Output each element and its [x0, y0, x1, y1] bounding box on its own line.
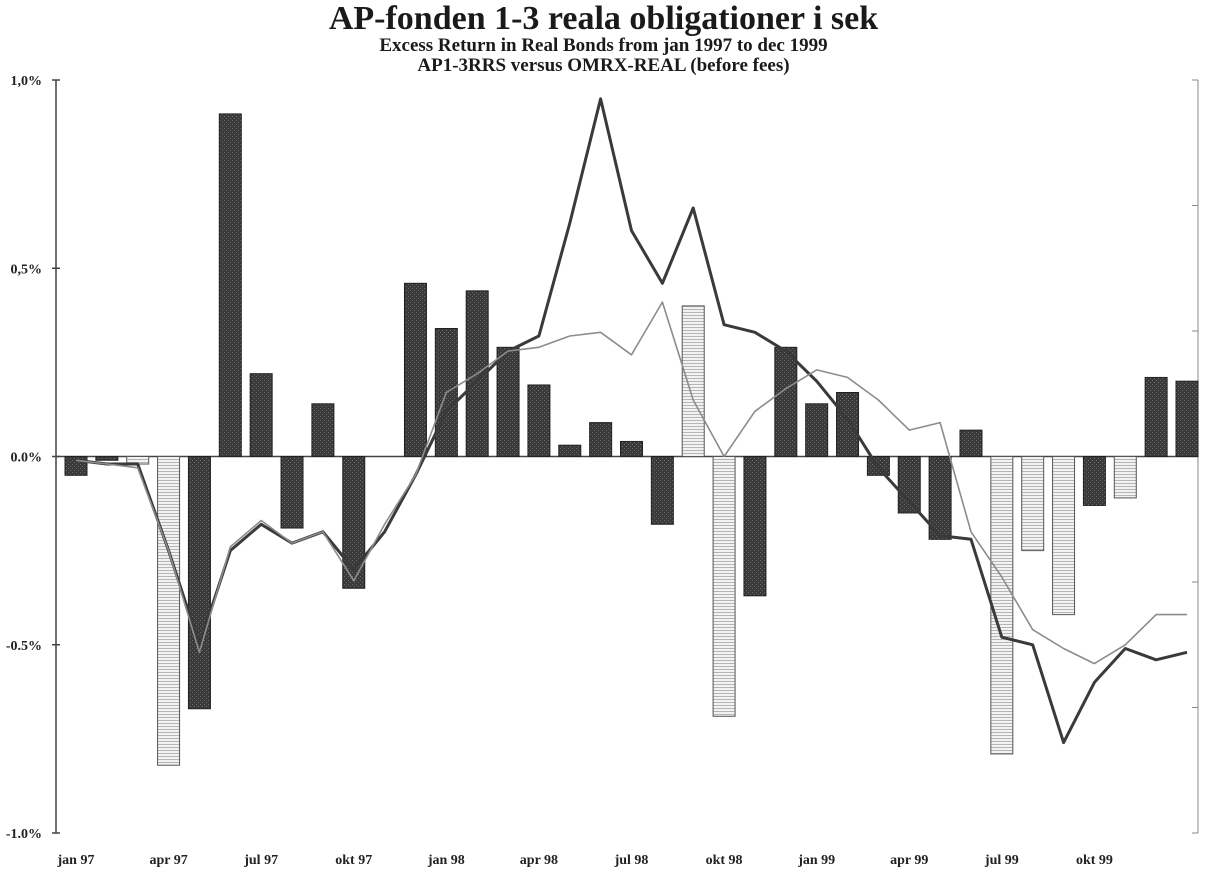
x-tick-label: jul 98 — [614, 853, 649, 868]
x-tick-label: jan 98 — [427, 853, 465, 868]
y-tick-label: 0.0% — [11, 451, 43, 466]
bar — [620, 440, 643, 458]
x-tick-label: okt 98 — [706, 853, 743, 868]
bar — [1144, 376, 1168, 457]
bar — [95, 456, 119, 461]
bar — [249, 373, 273, 458]
series-line-light — [75, 301, 1187, 665]
bar — [1082, 456, 1106, 506]
bar — [589, 422, 613, 457]
x-tick-label: apr 98 — [520, 853, 558, 868]
bar — [496, 346, 520, 457]
bar — [928, 456, 952, 540]
x-tick-label: jul 99 — [984, 853, 1019, 868]
bar — [959, 429, 983, 457]
bars — [64, 113, 1199, 766]
bar — [187, 456, 211, 710]
y-tick-label: 0,5% — [11, 262, 43, 277]
x-tick-label: jan 97 — [57, 853, 95, 868]
x-tick-label: jan 99 — [797, 853, 835, 868]
chart-title: AP-fonden 1-3 reala obligationer i sek — [328, 0, 879, 37]
x-tick-label: okt 97 — [335, 853, 372, 868]
x-tick-label: jul 97 — [243, 853, 278, 868]
chart-subtitle-2: AP1-3RRS versus OMRX-REAL (before fees) — [417, 55, 790, 76]
bar — [1175, 380, 1199, 458]
bar — [311, 403, 335, 458]
bar — [1021, 456, 1045, 552]
x-tick-label: okt 99 — [1076, 853, 1113, 868]
x-tick-label: apr 99 — [890, 853, 928, 868]
bar — [1052, 456, 1076, 616]
bar — [342, 456, 366, 589]
lines — [75, 97, 1188, 745]
bar — [712, 456, 736, 717]
bar — [403, 282, 427, 457]
bar — [157, 456, 181, 766]
y-tick-labels: 1,0% 0,5% 0.0% -0.5% -1.0% — [6, 74, 42, 842]
x-tick-label: apr 97 — [149, 853, 187, 868]
bar — [650, 456, 674, 525]
bar — [990, 456, 1014, 755]
bar — [805, 403, 829, 458]
y-tick-label: -0.5% — [6, 639, 42, 654]
bar — [774, 346, 798, 457]
y-tick-label: 1,0% — [11, 74, 43, 89]
bar — [527, 384, 551, 457]
chart-subtitle: Excess Return in Real Bonds from jan 199… — [379, 35, 828, 56]
bar — [836, 391, 860, 457]
bar — [64, 456, 88, 476]
y-tick-label: -1.0% — [6, 827, 42, 842]
bar — [743, 456, 767, 597]
bar — [558, 444, 582, 457]
bar — [681, 305, 705, 457]
bar — [218, 113, 242, 457]
bar — [280, 456, 304, 529]
bar — [1113, 456, 1137, 499]
series-line-dark — [75, 97, 1188, 745]
x-tick-labels: jan 97 apr 97 jul 97 okt 97 jan 98 apr 98 jul … — [57, 853, 1113, 868]
bar — [897, 456, 921, 514]
